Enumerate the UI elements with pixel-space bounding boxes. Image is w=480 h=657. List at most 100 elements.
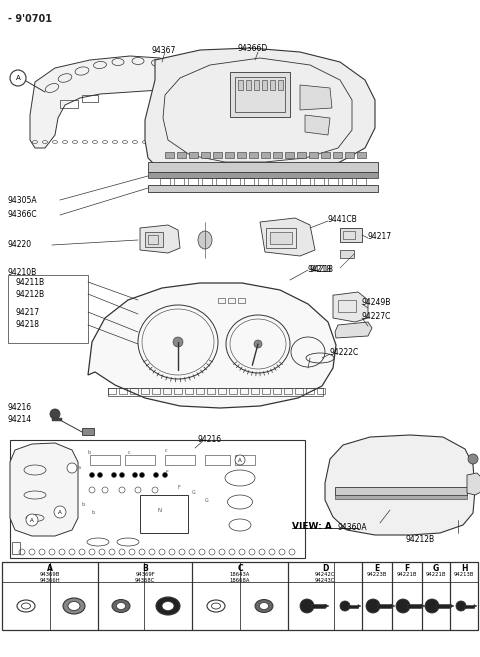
Text: 94214: 94214 [8,415,32,424]
Text: 94369F
94368C: 94369F 94368C [135,572,155,583]
Ellipse shape [260,602,268,610]
Bar [306,388,314,394]
Bar [333,152,342,158]
Bar [357,152,366,158]
Bar [8,275,88,343]
Bar [165,455,195,465]
Text: 94216: 94216 [8,403,32,412]
Bar [328,178,338,185]
Circle shape [366,599,380,613]
Bar [52,418,62,421]
Bar [342,178,352,185]
Bar [177,152,186,158]
Bar [119,388,127,394]
Text: 94210B: 94210B [8,268,37,277]
Bar [60,100,78,108]
Bar [148,162,378,172]
Bar [201,152,210,158]
Bar [314,178,324,185]
Bar [218,388,226,394]
Circle shape [163,472,168,478]
Ellipse shape [162,602,174,610]
Bar [2,562,478,630]
Bar [10,440,305,558]
Bar [348,604,358,608]
Circle shape [300,599,314,613]
Bar [218,298,225,303]
Bar [273,152,282,158]
Bar [262,388,270,394]
Text: B: B [142,564,148,573]
Ellipse shape [212,603,220,609]
Circle shape [396,599,410,613]
Text: 94218: 94218 [15,320,39,329]
Text: b: b [88,450,91,455]
Text: 94218: 94218 [308,265,332,274]
Text: b: b [82,502,85,507]
Text: 94360A: 94360A [338,523,368,532]
Bar [249,152,258,158]
Circle shape [468,454,478,464]
Ellipse shape [156,597,180,615]
Circle shape [67,463,77,473]
Circle shape [26,514,38,526]
Text: 94366C: 94366C [8,210,37,219]
Bar [300,178,310,185]
Bar [230,178,240,185]
Ellipse shape [63,598,85,614]
Text: 9441CB: 9441CB [328,215,358,224]
Circle shape [235,455,245,465]
Bar [202,178,212,185]
Circle shape [173,337,183,347]
Bar [284,388,292,394]
Ellipse shape [117,602,125,610]
Bar [160,178,170,185]
Bar [235,77,285,112]
Text: 94217: 94217 [15,308,39,317]
Text: F: F [404,564,409,573]
Circle shape [89,472,95,478]
Text: - 9'0701: - 9'0701 [8,14,52,24]
Bar [262,80,267,90]
Bar [258,178,268,185]
Circle shape [54,506,66,518]
Bar [464,604,474,608]
Bar [251,388,259,394]
Bar [343,231,355,239]
Text: 94221B: 94221B [426,572,446,577]
Text: 94305A: 94305A [8,196,37,205]
Ellipse shape [198,231,212,249]
Bar [216,178,226,185]
Bar [340,250,354,258]
Text: a: a [78,465,81,470]
Polygon shape [145,48,375,178]
Circle shape [425,599,439,613]
Ellipse shape [112,599,130,612]
Bar [12,542,20,554]
Bar [238,298,245,303]
Bar [229,388,237,394]
Text: A: A [58,509,62,514]
Text: E: E [374,564,380,573]
Text: 94223B: 94223B [367,572,387,577]
Bar [165,152,174,158]
Bar [311,604,325,608]
Ellipse shape [22,603,31,609]
Polygon shape [421,604,425,608]
Bar [266,228,296,248]
Text: A: A [16,75,20,81]
Circle shape [111,472,117,478]
Circle shape [10,70,26,86]
Circle shape [132,472,137,478]
Ellipse shape [255,599,273,612]
Bar [270,232,292,244]
Ellipse shape [207,600,225,612]
Bar [345,152,354,158]
Bar [272,178,282,185]
Circle shape [97,472,103,478]
Bar [90,455,120,465]
Bar [237,152,246,158]
Bar [238,80,243,90]
Polygon shape [88,283,336,408]
Bar [261,152,270,158]
